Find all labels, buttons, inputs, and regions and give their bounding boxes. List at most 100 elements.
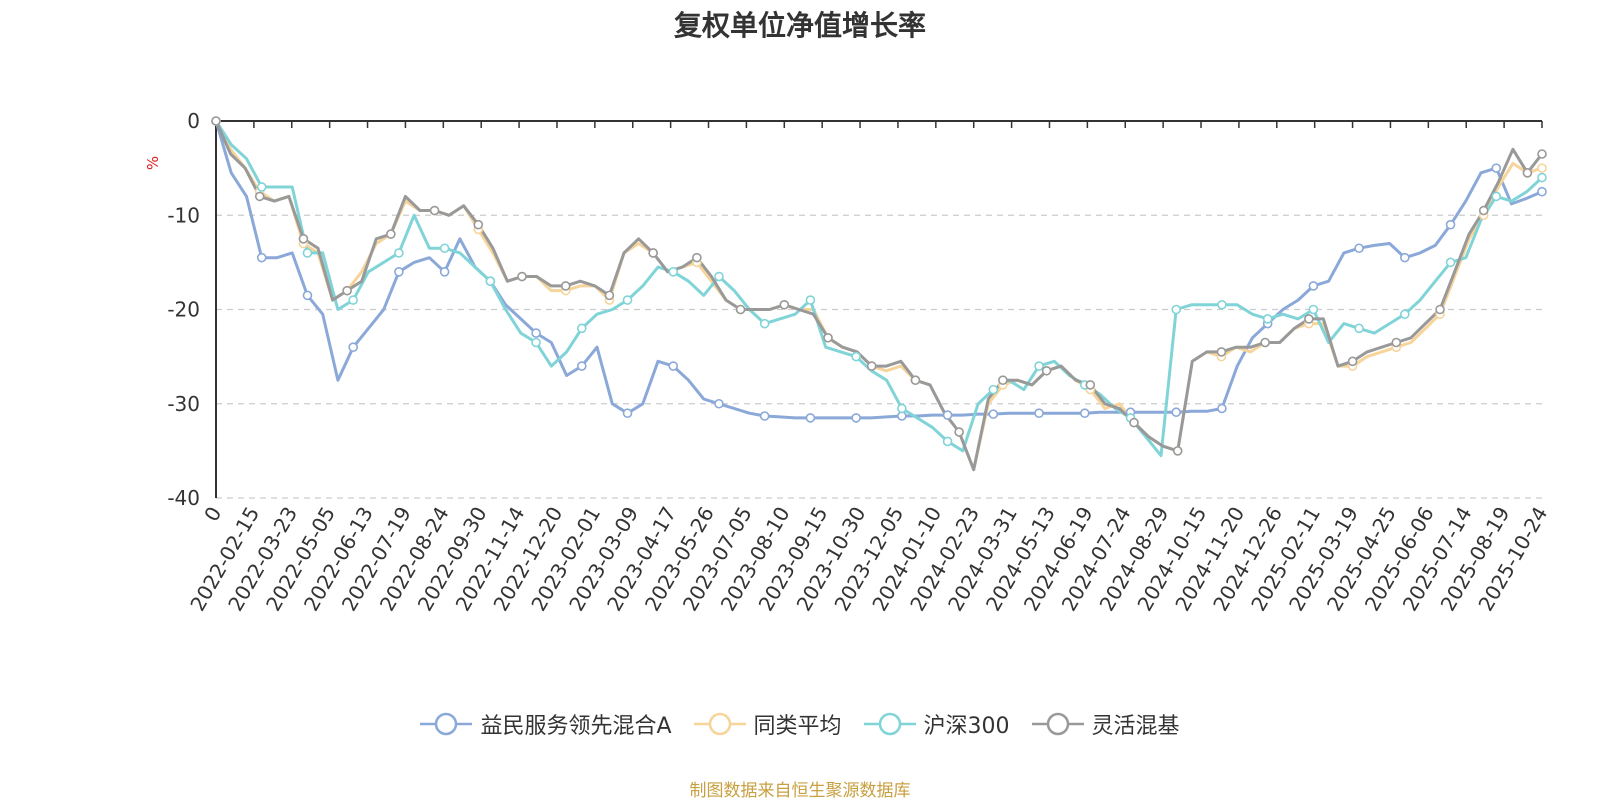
data-point — [1260, 337, 1270, 348]
data-point — [759, 411, 770, 421]
legend-item[interactable]: 灵活混基 — [1031, 708, 1180, 740]
legend-label: 益民服务领先混合A — [480, 714, 672, 739]
data-point — [1491, 163, 1502, 173]
data-point — [302, 248, 313, 258]
data-point — [394, 248, 404, 258]
data-point — [211, 116, 221, 126]
data-point — [342, 285, 352, 296]
source-note: 制图数据来自恒生聚源数据库 — [689, 781, 911, 801]
data-point — [668, 361, 679, 371]
data-point — [897, 403, 907, 414]
legend-swatch-icon — [693, 712, 746, 736]
data-point — [302, 290, 313, 301]
data-point — [485, 276, 496, 287]
x-tick-label: 0 — [199, 503, 226, 526]
data-point — [1079, 408, 1090, 418]
data-point — [473, 219, 484, 230]
series-markers — [211, 116, 1547, 456]
data-point — [1354, 243, 1364, 254]
line-chart: 0-10-20-30-40%02022-02-152022-03-232022-… — [144, 109, 1552, 615]
data-point — [1478, 205, 1489, 216]
legend-label: 同类平均 — [753, 714, 842, 739]
data-point — [531, 328, 541, 338]
data-point — [1308, 304, 1319, 315]
data-point — [386, 229, 396, 239]
data-point — [1347, 356, 1358, 367]
data-point — [298, 234, 309, 244]
data-point — [348, 295, 358, 305]
data-point — [866, 361, 877, 371]
data-point — [735, 304, 746, 315]
legend-item[interactable]: 沪深300 — [863, 708, 1010, 740]
data-point — [1034, 361, 1044, 371]
data-point — [1171, 304, 1182, 315]
legend-item[interactable]: 益民服务领先混合A — [420, 708, 672, 740]
data-point — [1435, 304, 1445, 315]
data-point — [805, 413, 816, 423]
data-point — [988, 409, 999, 419]
data-point — [1537, 163, 1547, 173]
data-point — [1262, 314, 1273, 324]
data-point — [998, 375, 1008, 385]
data-point — [1537, 186, 1547, 197]
data-point — [1537, 172, 1547, 183]
data-point — [560, 281, 571, 291]
legend-label: 沪深300 — [923, 714, 1010, 739]
y-tick-label: 0 — [187, 109, 200, 133]
data-point — [954, 427, 964, 437]
legend: 益民服务领先混合A 同类平均 沪深300 灵活混基 — [0, 708, 1600, 740]
data-point — [805, 295, 816, 305]
data-point — [439, 266, 450, 277]
data-point — [394, 266, 404, 277]
data-point — [439, 243, 450, 254]
data-point — [1491, 191, 1502, 202]
data-point — [576, 361, 587, 371]
data-point — [256, 182, 267, 192]
data-point — [851, 351, 861, 362]
legend-swatch-icon — [863, 712, 916, 736]
data-point — [1308, 281, 1319, 291]
tick-labels: 0-10-20-30-40%02022-02-152022-03-232022-… — [144, 109, 1552, 615]
data-point — [1216, 347, 1227, 357]
y-tick-label: -40 — [167, 486, 200, 510]
data-point — [1085, 380, 1096, 390]
y-tick-label: -30 — [167, 392, 200, 416]
data-point — [622, 408, 633, 418]
data-point — [517, 271, 527, 282]
y-tick-label: -10 — [167, 203, 200, 227]
data-point — [576, 323, 587, 334]
chart-title: 复权单位净值增长率 — [673, 9, 926, 42]
series-lines — [214, 120, 1544, 472]
data-point — [714, 271, 724, 282]
data-point — [692, 252, 702, 263]
data-point — [1400, 252, 1410, 263]
data-point — [1354, 323, 1364, 334]
data-point — [988, 384, 999, 395]
series-line — [214, 120, 1544, 458]
data-point — [1172, 446, 1183, 456]
y-axis-unit-label: % — [144, 156, 162, 170]
data-point — [1304, 314, 1314, 324]
series-line — [214, 120, 1543, 420]
data-point — [348, 342, 358, 353]
legend-swatch-icon — [420, 712, 473, 736]
data-point — [823, 332, 833, 343]
data-point — [1445, 257, 1456, 268]
data-point — [1129, 417, 1139, 428]
axes — [215, 120, 1543, 498]
data-point — [1041, 365, 1052, 376]
data-point — [1171, 407, 1182, 418]
data-point — [851, 413, 861, 423]
data-point — [531, 337, 541, 348]
data-point — [1391, 337, 1402, 348]
data-point — [254, 191, 265, 202]
data-point — [759, 318, 770, 329]
data-point — [648, 248, 658, 258]
grid-lines — [216, 214, 1542, 499]
data-point — [256, 252, 267, 263]
data-point — [942, 410, 953, 420]
data-point — [604, 290, 615, 301]
data-point — [910, 375, 921, 385]
legend-item[interactable]: 同类平均 — [693, 708, 842, 740]
data-point — [1034, 408, 1044, 418]
